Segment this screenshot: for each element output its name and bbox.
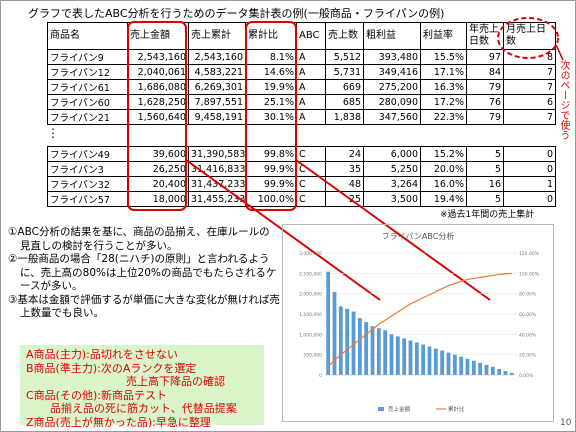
highlight-sales [127,21,187,211]
cell: 22.3% [420,109,467,125]
bar [345,308,350,375]
ellipsis: ⋮ [47,126,60,140]
bar [326,271,331,375]
cell: 347,560 [363,109,421,125]
bar [503,370,508,375]
bar [490,366,495,375]
y2-tick-label: 100.00% [519,271,540,277]
bar [414,342,419,375]
paragraph: ①ABC分析の結果を基に、商品の品揃え、在庫ルールの見直しの検討を行うことが多い… [8,226,270,252]
side-note: 次のページで使う [558,60,569,140]
y2-tick-label: 20.00% [519,353,537,359]
legend-label: 売上金額 [388,405,411,413]
y-tick-label: 1,500,000 [299,312,322,318]
header-cell: 商品名 [47,22,128,50]
rank-line: B商品(準主力):次のAランクを選定 [26,361,197,375]
cell: 0 [503,191,556,207]
bar [509,372,514,375]
rank-line: Z商品(売上が無かった品):早急に整理 [26,415,211,429]
bar [389,334,394,375]
legend-swatch [378,407,384,411]
header-cell: 売上数 [325,22,364,50]
paragraph: ②一般商品の場合「28(ニハチ)の原則」と言われるように、売上高の80%は上位2… [8,253,277,292]
highlight-days [497,17,559,59]
bar [421,344,426,375]
arrow [295,159,491,301]
bar [433,348,438,375]
bar [402,338,407,375]
rank-line: 売上高下降品の確認 [126,375,225,388]
row: フライパン21 1,560,640 9,458,191 30.1% A 1,838 347,… [47,109,556,125]
table-note: ※過去1年間の売上集計 [440,210,535,220]
y2-tick-label: 80.00% [519,292,537,298]
arrow [185,159,381,301]
legend-label: 累計比 [448,405,465,413]
y-tick-label: 3,000,000 [299,251,322,257]
table-top: 商品名 売上金額 売上累計 累計比 ABC 売上数 粗利益 利益率 年売上日数 月売上日数 フライパ… [47,22,556,125]
bar [471,360,476,375]
header-cell: 利益率 [420,22,467,50]
paragraphs: ①ABC分析の結果を基に、商品の品揃え、在庫ルールの見直しの検討を行うことが多い… [8,226,280,321]
y-tick-label: 2,500,000 [299,271,322,277]
header-cell: 粗利益 [363,22,421,50]
rank-box: A商品(主力):品切れをさせない B商品(準主力):次のAランクを選定 売上高下降品… [20,345,264,429]
bar [376,328,381,375]
highlight-ratio [245,21,297,211]
row: フライパン12 2,040,061 4,583,221 14.6% A 5,731 349,… [47,64,556,80]
bar [452,354,457,375]
bar [370,326,375,375]
row: フライパン49 39,600 31,390,583 99.8% C 24 6,000 15.2… [47,146,556,162]
y-tick-label: 0 [319,373,322,379]
bar [357,318,362,375]
y2-tick-label: 0.00% [519,373,534,379]
cell: 7 [503,109,556,125]
page-number: 10 [560,418,572,428]
table-bottom: フライパン49 39,600 31,390,583 99.8% C 24 6,000 15.2… [47,146,556,207]
bar [408,340,413,375]
bar [351,311,356,375]
bar [459,356,464,375]
header-cell: 月売上日数 [503,22,556,50]
title: グラフで表したABC分析を行うためのデータ集計表の例(一般商品・フライパンの例) [28,7,445,20]
y2-tick-label: 120.00% [519,251,540,257]
bar [478,362,483,375]
y2-tick-label: 40.00% [519,332,537,338]
y-tick-label: 1,000,000 [299,332,322,338]
rank-line: 品揃え品の死に筋カット、代替品提案 [50,402,237,415]
bar [364,322,369,375]
paragraph: ③基本は金額で評価するが単価に大きな変化が無ければ売上数量でも良い。 [8,293,280,320]
rank-line: C商品(その他):新商品テスト [26,388,167,402]
bar [440,350,445,375]
bar [427,346,432,375]
bar [338,306,343,375]
rank-line: A商品(主力):品切れをさせない [26,348,178,361]
bar [395,336,400,375]
bar [484,364,489,375]
bar [332,292,337,375]
line [327,272,512,368]
y-tick-label: 2,000,000 [299,292,322,298]
y2-tick-label: 60.00% [519,312,537,318]
chart-title: フライパンABC分析 [382,231,455,241]
bar [383,330,388,375]
y-tick-label: 500,000 [303,353,322,359]
bar [446,352,451,375]
bar [497,368,502,375]
bar [465,358,470,375]
chart: フライパンABC分析 0 500,000 1,000,000 1,500,000 2,00… [282,224,554,422]
arrow [555,44,564,61]
cell: 1,838 [325,109,364,125]
cell: 3,500 [363,191,421,207]
row: フライパン57 18,000 31,455,233 100.0% C 25 3,500 19.… [47,191,556,207]
